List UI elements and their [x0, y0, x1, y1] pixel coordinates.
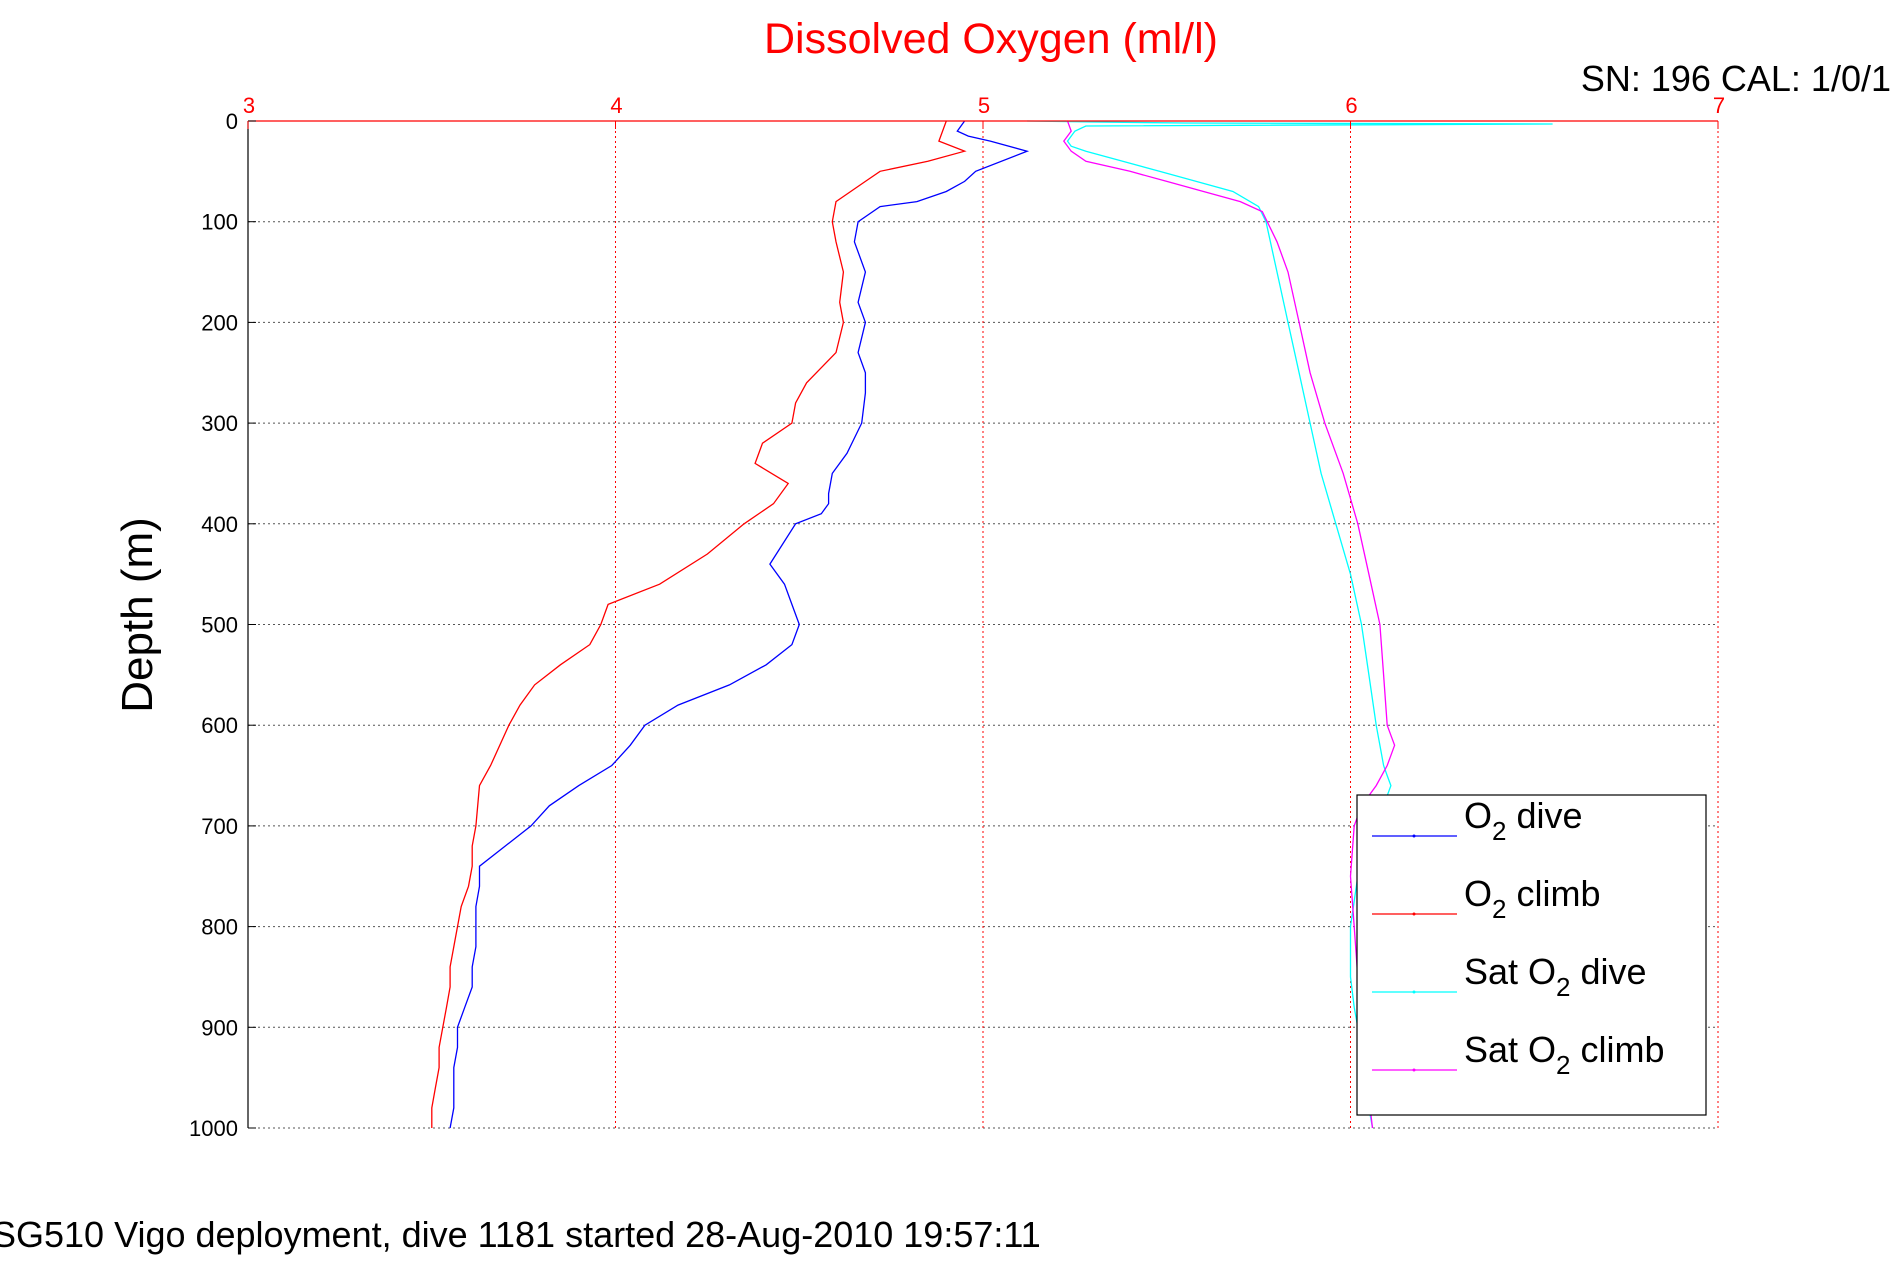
legend-marker — [1412, 834, 1416, 838]
legend-label: Sat O2 climb — [1464, 1029, 1665, 1080]
y-tick-label: 700 — [201, 814, 238, 839]
y-tick-label: 0 — [226, 109, 238, 134]
y-tick-label: 900 — [201, 1015, 238, 1040]
legend-marker — [1412, 912, 1416, 916]
series-line-sat-o2-dive — [1027, 120, 1553, 1129]
legend-label: Sat O2 dive — [1464, 951, 1647, 1002]
y-tick-label: 100 — [201, 210, 238, 235]
series-line-o2-climb — [431, 120, 967, 1128]
legend-marker — [1412, 1068, 1416, 1072]
legend: O2 dive O2 climb Sat O2 dive Sat O2 climb — [1356, 794, 1707, 1116]
legend-label: O2 climb — [1464, 873, 1601, 924]
sn-cal-label: SN: 196 CAL: 1/0/1 — [1581, 58, 1891, 99]
series-line-o2-dive — [449, 120, 1030, 1129]
legend-label: O2 dive — [1464, 795, 1583, 846]
y-tick-label: 800 — [201, 915, 238, 940]
x-tick-label: 5 — [978, 93, 990, 118]
x-tick-label: 4 — [610, 93, 622, 118]
legend-marker — [1412, 990, 1416, 994]
plot-series — [431, 120, 1553, 1129]
footer-caption: SG510 Vigo deployment, dive 1181 started… — [0, 1214, 1041, 1255]
chart-title: Dissolved Oxygen (ml/l) — [764, 15, 1218, 63]
y-tick-label: 500 — [201, 613, 238, 638]
y-tick-label: 400 — [201, 512, 238, 537]
plot-axes: 0 100 200 300 400 500 600 700 800 900 1000 3 4 5 6 7 — [189, 93, 1725, 1141]
legend-box — [1356, 794, 1707, 1116]
y-tick-label: 300 — [201, 411, 238, 436]
x-tick-label: 3 — [243, 93, 255, 118]
y-tick-label: 200 — [201, 310, 238, 335]
x-tick-label: 7 — [1713, 93, 1725, 118]
y-tick-label: 1000 — [189, 1116, 238, 1141]
x-tick-label: 6 — [1345, 93, 1357, 118]
y-tick-label: 600 — [201, 713, 238, 738]
y-axis-label: Depth (m) — [113, 517, 162, 713]
series-line-sat-o2-climb — [1062, 120, 1396, 1129]
